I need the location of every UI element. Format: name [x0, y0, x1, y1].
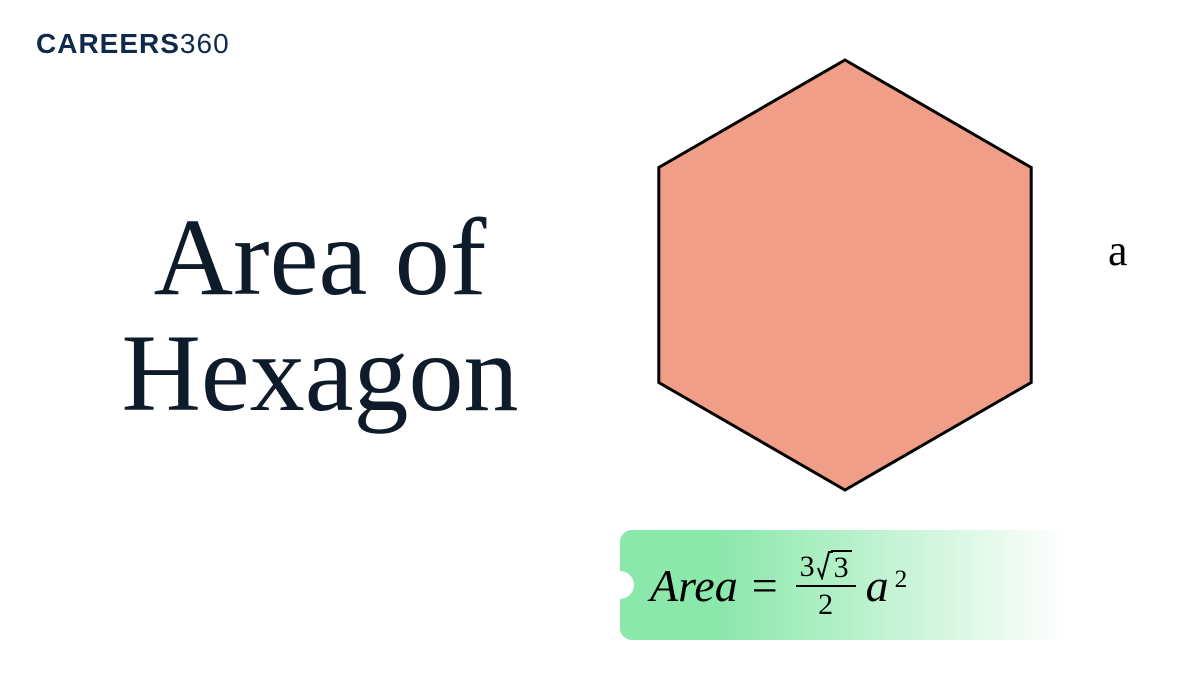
logo-bold: CAREERS	[36, 28, 180, 59]
title-line-2: Hexagon	[60, 316, 580, 432]
side-length-label: a	[1108, 225, 1128, 276]
sqrt-icon: 3	[817, 550, 852, 584]
logo-light: 360	[180, 28, 230, 59]
formula-lhs: Area	[650, 559, 738, 612]
page-title: Area of Hexagon	[60, 200, 580, 431]
radicand: 3	[831, 550, 852, 584]
area-formula: Area = 3 3 2 a2	[650, 550, 907, 621]
equals-sign: =	[752, 559, 778, 612]
formula-exponent: 2	[895, 565, 908, 594]
hexagon-svg	[620, 40, 1090, 510]
numerator-coeff: 3	[800, 551, 815, 583]
hexagon-shape	[659, 60, 1031, 490]
fraction: 3 3 2	[796, 550, 856, 621]
hexagon-figure	[620, 40, 1090, 510]
formula-container: Area = 3 3 2 a2	[620, 530, 1120, 640]
title-line-1: Area of	[60, 200, 580, 316]
denominator: 2	[818, 587, 833, 621]
brand-logo: CAREERS360	[36, 28, 230, 60]
numerator: 3 3	[796, 550, 856, 588]
formula-variable: a	[866, 559, 889, 612]
